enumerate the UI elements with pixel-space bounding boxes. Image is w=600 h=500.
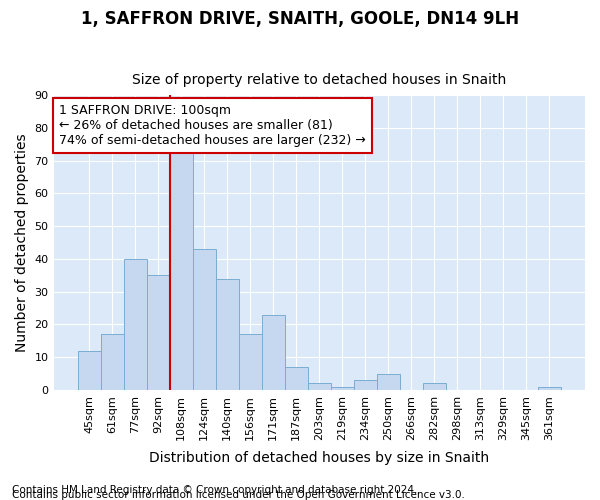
Y-axis label: Number of detached properties: Number of detached properties — [15, 133, 29, 352]
Text: 1 SAFFRON DRIVE: 100sqm
← 26% of detached houses are smaller (81)
74% of semi-de: 1 SAFFRON DRIVE: 100sqm ← 26% of detache… — [59, 104, 365, 147]
Bar — [77, 350, 101, 390]
Title: Size of property relative to detached houses in Snaith: Size of property relative to detached ho… — [132, 73, 506, 87]
Bar — [170, 151, 193, 390]
Text: Contains public sector information licensed under the Open Government Licence v3: Contains public sector information licen… — [12, 490, 465, 500]
Bar — [216, 278, 239, 390]
Text: 1, SAFFRON DRIVE, SNAITH, GOOLE, DN14 9LH: 1, SAFFRON DRIVE, SNAITH, GOOLE, DN14 9L… — [81, 10, 519, 28]
Bar — [377, 374, 400, 390]
Bar — [262, 314, 285, 390]
Bar — [101, 334, 124, 390]
Bar — [239, 334, 262, 390]
Bar — [285, 367, 308, 390]
Bar — [124, 259, 147, 390]
Bar — [193, 249, 216, 390]
Bar — [308, 384, 331, 390]
X-axis label: Distribution of detached houses by size in Snaith: Distribution of detached houses by size … — [149, 451, 490, 465]
Text: Contains HM Land Registry data © Crown copyright and database right 2024.: Contains HM Land Registry data © Crown c… — [12, 485, 418, 495]
Bar — [354, 380, 377, 390]
Bar — [538, 386, 561, 390]
Bar — [423, 384, 446, 390]
Bar — [147, 276, 170, 390]
Bar — [331, 386, 354, 390]
